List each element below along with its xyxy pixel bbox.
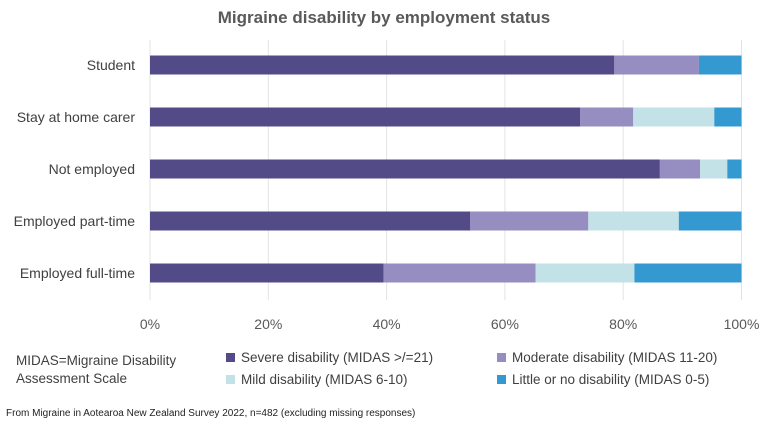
bar-segment [383,263,536,283]
x-tick-label: 60% [491,316,519,332]
chart-title: Migraine disability by employment status [217,8,551,27]
bar-segment [588,211,679,231]
bar-segment [150,159,660,179]
legend-label: Little or no disability (MIDAS 0-5) [512,372,710,387]
x-tick-label: 40% [373,316,401,332]
bar-segment [659,159,701,179]
bar-segment [714,107,742,127]
legend-swatch [497,375,506,384]
bar-segment [580,107,634,127]
legend-label: Severe disability (MIDAS >/=21) [241,350,434,365]
legend-swatch [226,375,235,384]
category-label: Student [87,57,135,73]
x-tick-label: 20% [254,316,282,332]
x-tick-label: 100% [724,316,760,332]
bar-segment [698,55,742,75]
legend-little: Little or no disability (MIDAS 0-5) [497,372,709,387]
bar-segment [470,211,589,231]
legend-swatch [226,353,235,362]
bar-segment [678,211,742,231]
bar-segment [535,263,635,283]
category-label: Employed part-time [14,213,136,229]
bar-segment [150,55,615,75]
category-label: Not employed [49,161,135,177]
bar-segment [727,159,742,179]
bar-segment [633,107,715,127]
bar-segment [150,211,471,231]
legend-severe: Severe disability (MIDAS >/=21) [226,350,433,365]
bar-segment [700,159,728,179]
bar-segment [614,55,699,75]
bar-segment [150,263,384,283]
category-label: Employed full-time [20,265,135,281]
bar-chart: 0% 20% 40% 60% 80% 100% Student Stay at home ca… [14,40,760,332]
x-tick-label: 80% [609,316,637,332]
x-tick-label: 0% [140,316,160,332]
source-note: From Migraine in Aotearoa New Zealand Su… [6,408,416,419]
legend-swatch [497,353,506,362]
legend-label: Mild disability (MIDAS 6-10) [241,372,408,387]
bar-segment [150,107,581,127]
legend-mild: Mild disability (MIDAS 6-10) [226,372,408,387]
category-label: Stay at home carer [17,109,136,125]
midas-note: MIDAS=Migraine Disability Assessment Sca… [16,353,177,386]
legend-label: Moderate disability (MIDAS 11-20) [512,350,718,365]
bar-segment [634,263,742,283]
legend-moderate: Moderate disability (MIDAS 11-20) [497,350,717,365]
